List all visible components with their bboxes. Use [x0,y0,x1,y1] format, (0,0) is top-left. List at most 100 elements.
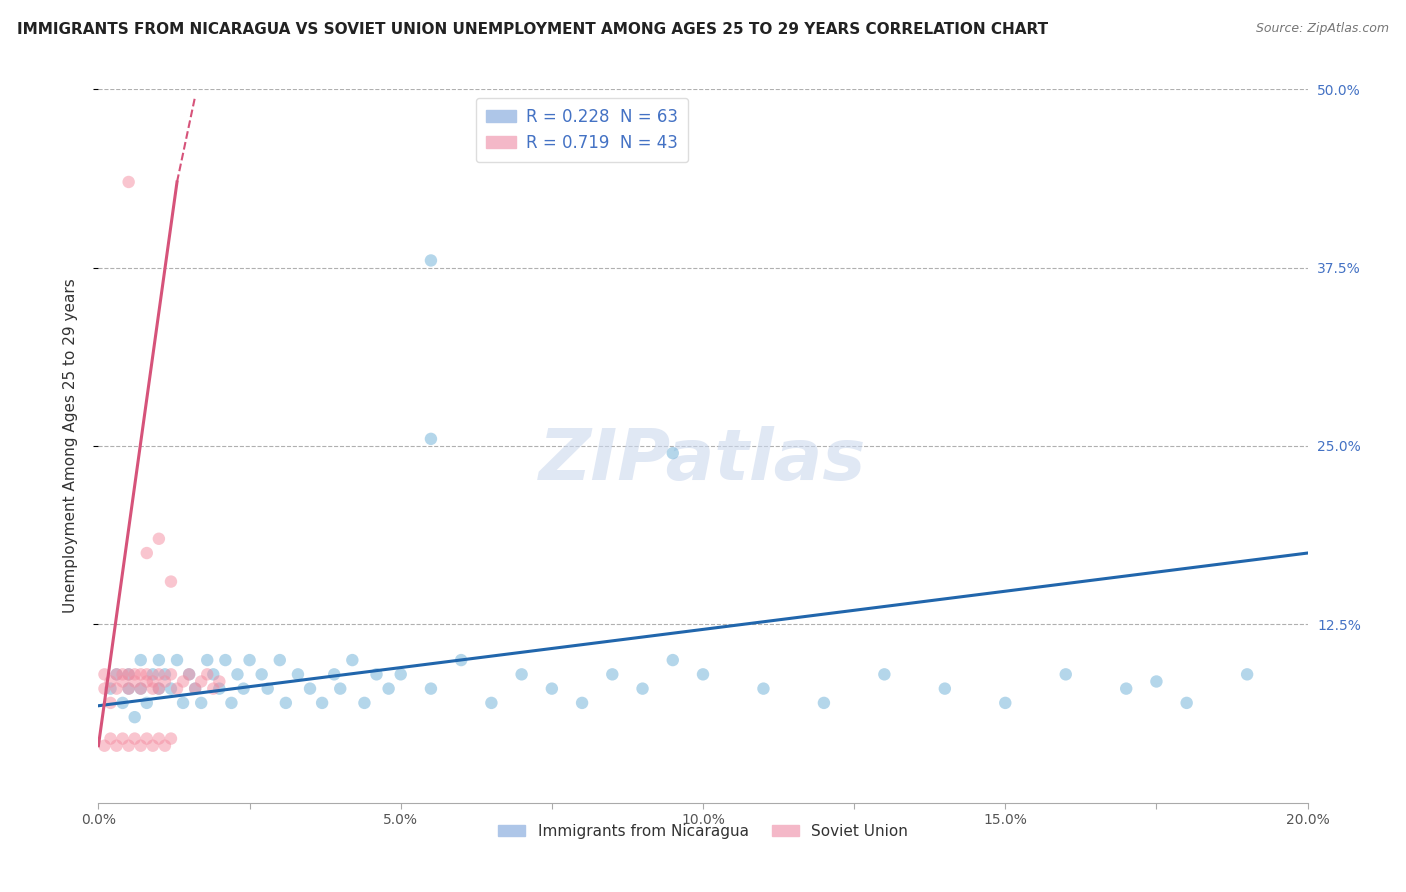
Point [172,696,194,710]
Point [329,681,352,696]
Point [195,667,218,681]
Point [148,731,170,746]
Point [299,681,322,696]
Point [221,696,243,710]
Point [118,681,141,696]
Point [118,667,141,681]
Point [105,667,128,681]
Point [105,739,128,753]
Point [105,681,128,696]
Point [153,739,176,753]
Point [420,253,443,268]
Point [179,667,201,681]
Point [420,432,443,446]
Point [208,674,231,689]
Point [111,696,134,710]
Point [100,674,122,689]
Point [1236,667,1258,681]
Point [692,667,714,681]
Point [129,653,152,667]
Point [214,653,236,667]
Point [1115,681,1137,696]
Point [135,546,157,560]
Point [118,667,141,681]
Point [93,681,115,696]
Point [184,681,207,696]
Point [323,667,346,681]
Point [202,667,225,681]
Point [166,681,188,696]
Point [450,653,472,667]
Text: IMMIGRANTS FROM NICARAGUA VS SOVIET UNION UNEMPLOYMENT AMONG AGES 25 TO 29 YEARS: IMMIGRANTS FROM NICARAGUA VS SOVIET UNIO… [17,22,1047,37]
Point [142,674,165,689]
Point [135,696,157,710]
Point [752,681,775,696]
Point [250,667,273,681]
Point [166,653,188,667]
Point [160,667,183,681]
Point [274,696,297,710]
Point [124,674,146,689]
Point [813,696,835,710]
Point [353,696,375,710]
Point [190,674,212,689]
Point [142,667,165,681]
Point [1175,696,1198,710]
Point [287,667,309,681]
Point [142,681,165,696]
Point [93,667,115,681]
Point [100,731,122,746]
Point [93,739,115,753]
Point [377,681,399,696]
Point [100,696,122,710]
Legend: Immigrants from Nicaragua, Soviet Union: Immigrants from Nicaragua, Soviet Union [492,818,914,845]
Point [153,674,176,689]
Point [366,667,388,681]
Point [118,739,141,753]
Point [111,731,134,746]
Point [311,696,333,710]
Point [142,739,165,753]
Point [124,731,146,746]
Point [873,667,896,681]
Point [232,681,254,696]
Point [571,696,593,710]
Point [481,696,503,710]
Point [160,681,183,696]
Point [389,667,412,681]
Point [342,653,364,667]
Point [226,667,249,681]
Point [129,681,152,696]
Point [1054,667,1077,681]
Point [602,667,624,681]
Point [111,667,134,681]
Point [239,653,262,667]
Point [184,681,207,696]
Point [148,681,170,696]
Point [661,446,683,460]
Point [172,674,194,689]
Point [160,574,183,589]
Point [190,696,212,710]
Point [124,667,146,681]
Point [129,681,152,696]
Point [195,653,218,667]
Point [135,731,157,746]
Text: ZIPatlas: ZIPatlas [540,425,866,495]
Point [100,681,122,696]
Point [510,667,533,681]
Point [118,681,141,696]
Point [1144,674,1167,689]
Text: Source: ZipAtlas.com: Source: ZipAtlas.com [1256,22,1389,36]
Point [129,667,152,681]
Point [420,681,443,696]
Point [934,681,956,696]
Point [148,653,170,667]
Point [148,532,170,546]
Point [135,674,157,689]
Point [540,681,562,696]
Point [661,653,683,667]
Point [148,681,170,696]
Point [129,739,152,753]
Point [118,175,141,189]
